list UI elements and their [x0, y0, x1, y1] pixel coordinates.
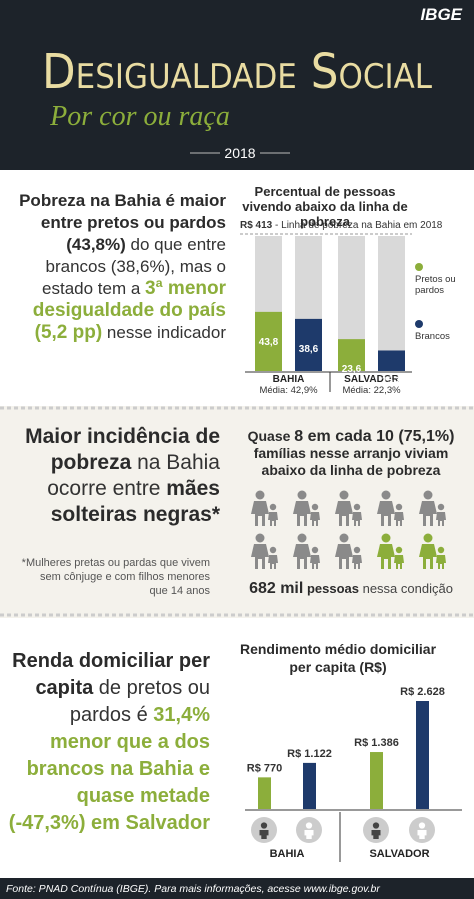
footer: Fonte: PNAD Contínua (IBGE). Para mais i… [6, 883, 380, 895]
family-icon [293, 490, 320, 526]
legend-label: Pretos ou pardos [415, 274, 456, 296]
subtitle: Por cor ou raça [49, 101, 230, 132]
family-icon [419, 533, 446, 569]
text-bold: Renda domiciliar per capita [12, 650, 210, 699]
chart2-title: Rendimento médio domiciliar per capita (… [239, 641, 437, 675]
family-icon [335, 533, 362, 569]
family-icon [377, 533, 404, 569]
people-number: 682 mil [249, 580, 304, 597]
section3-text: Renda domiciliar per capita de pretos ou… [8, 648, 210, 837]
text: do que entre brancos (38,6%), mas o esta… [42, 235, 226, 298]
text-highlight: 3ª menor desigualdade do país (5,2 pp) [32, 278, 226, 343]
text: nesse indicador [102, 323, 226, 342]
family-icon [251, 490, 278, 526]
section-bg [0, 618, 474, 878]
category-note: Média: 22,3% [342, 385, 401, 396]
bar [416, 701, 429, 809]
line-text: - Linha de pobreza na Bahia em 2018 [272, 220, 443, 231]
value-label: 43,8 [259, 337, 279, 348]
category-label: SALVADOR [369, 848, 429, 860]
section2-text: Maior incidência de pobreza na Bahia oco… [8, 424, 220, 528]
bar [295, 318, 322, 371]
people: 682 mil pessoas nessa condição [236, 580, 466, 598]
chart1-title: Percentual de pessoas vivendo abaixo da … [242, 184, 408, 229]
bar-bg [378, 236, 405, 371]
family-icon [419, 490, 446, 526]
text: na Bahia ocorre entre [47, 451, 220, 500]
category-note: Média: 42,9% [259, 385, 318, 396]
bar [303, 762, 316, 809]
pictogram [251, 490, 446, 569]
bar [370, 752, 383, 809]
chart1: R$ 413 - Linha de pobreza na Bahia em 20… [240, 220, 456, 396]
family-icon [377, 490, 404, 526]
category-label: SALVADOR [344, 374, 399, 385]
stat-text: famílias nesse arranjo viviam abaixo da … [253, 445, 449, 478]
footnote: *Mulheres pretas ou pardas que vivem sem… [21, 557, 210, 597]
brand: IBGE [420, 5, 462, 24]
text: de pretos ou pardos é [69, 677, 210, 726]
legend-swatch [415, 263, 423, 271]
people-text: nessa condição [358, 581, 453, 596]
family-icon [335, 490, 362, 526]
bar [255, 311, 282, 371]
family-icon [293, 533, 320, 569]
section1-text: Pobreza na Bahia é maior entre pretos ou… [8, 190, 226, 344]
chart2: BAHIA R$ 770 R$ 1.122 SALVADOR R$ 1.386 R$ 2.… [245, 686, 462, 862]
value-label: R$ 1.122 [287, 748, 332, 760]
bar [338, 339, 365, 371]
text-bold: mães solteiras negras* [50, 477, 220, 526]
line-amount: R$ 413 [240, 220, 273, 231]
text-highlight: 31,4% menor que a dos brancos na Bahia e… [8, 704, 210, 834]
value-label: 38,6 [299, 344, 319, 355]
category-label: BAHIA [273, 374, 305, 385]
text-bold: Pobreza na Bahia é maior entre pretos ou… [19, 191, 226, 254]
legend-swatch [415, 320, 423, 328]
header-bg [0, 0, 474, 170]
legend-line: pardos [415, 285, 444, 296]
value-label: R$ 770 [247, 762, 282, 774]
value-label: 15,2 [382, 375, 402, 386]
value-label: R$ 2.628 [400, 686, 445, 698]
year: 2018 [224, 145, 255, 161]
family-icon [251, 533, 278, 569]
value-label: 23,6 [342, 364, 362, 375]
bar [378, 350, 405, 371]
title: Desigualdade Social [42, 44, 432, 100]
stat-number: 8 em cada 10 (75,1%) [294, 428, 455, 445]
stat: Quase 8 em cada 10 (75,1%) famílias ness… [236, 428, 466, 479]
category-label: BAHIA [270, 848, 305, 860]
text-bold: Maior incidência de pobreza [25, 425, 220, 474]
value-label: R$ 1.386 [354, 737, 399, 749]
stat-text: Quase [247, 428, 295, 444]
bar [258, 777, 271, 809]
line-label: R$ 413 - Linha de pobreza na Bahia em 20… [240, 220, 443, 231]
people-text: pessoas [303, 581, 359, 596]
footer-bg [0, 878, 474, 899]
legend-line: Pretos ou [415, 274, 456, 285]
legend-label: Brancos [415, 331, 450, 342]
